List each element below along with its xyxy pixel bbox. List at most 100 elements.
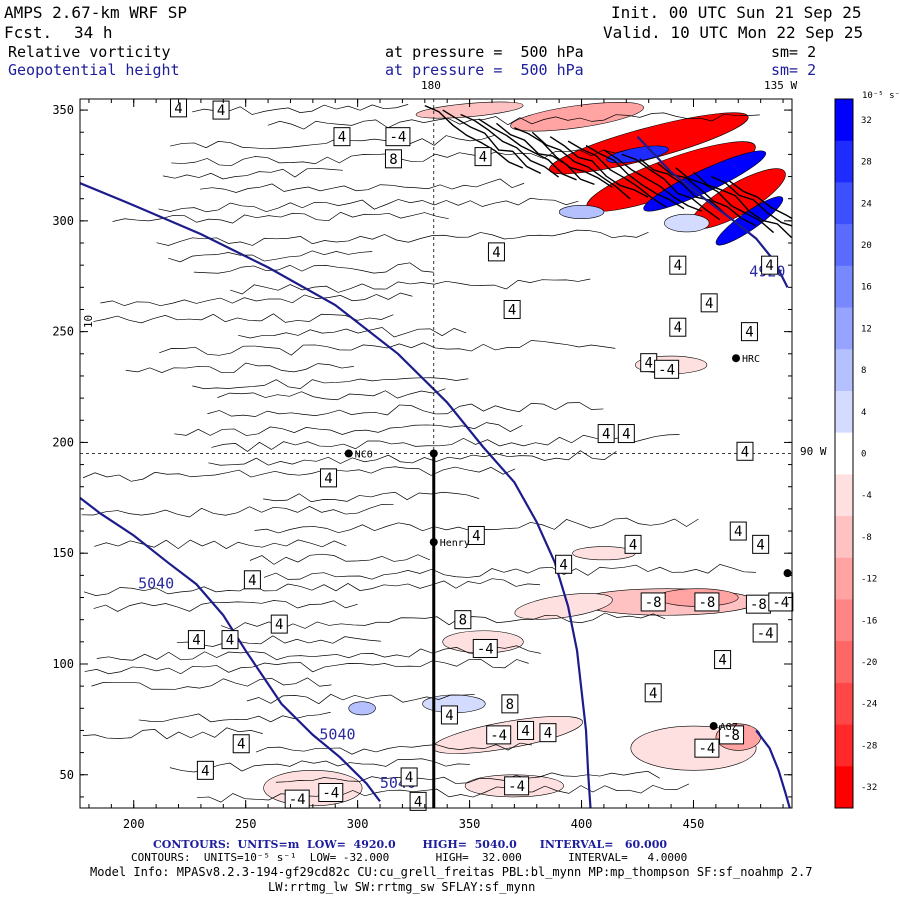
- x-tick-label: 200: [123, 817, 145, 831]
- vorticity-label: 4: [756, 537, 764, 553]
- y-tick-label: 150: [52, 546, 74, 560]
- vorticity-label-box: [196, 760, 214, 780]
- vorticity-label-box: [384, 149, 402, 169]
- vorticity-label-box: [700, 293, 718, 313]
- x-tick-label: 350: [459, 817, 481, 831]
- colorbar-tick-label: 20: [861, 241, 872, 251]
- vorticity-patch: [643, 150, 767, 212]
- colorbar-swatch: [835, 682, 853, 726]
- vorticity-label-box: [472, 638, 498, 658]
- colorbar-tick-label: -20: [861, 658, 877, 668]
- colorbar-swatch: [835, 432, 853, 475]
- station-marker: [783, 569, 792, 578]
- vorticity-contour: [162, 168, 343, 180]
- vorticity-contour: [263, 563, 756, 580]
- colorbar-swatch: [835, 516, 853, 559]
- colorbar-tick-label: 8: [861, 366, 866, 376]
- colorbar-tick-label: 24: [861, 199, 872, 209]
- vorticity-label: -8: [698, 595, 715, 611]
- colorbar-tick-label: -32: [861, 783, 877, 793]
- vorticity-label: 8: [389, 152, 397, 168]
- field2-level: at pressure = 500 hPa: [385, 61, 584, 79]
- vorticity-contour: [549, 136, 649, 198]
- vorticity-label-box: [320, 468, 338, 488]
- station-label: Henry: [440, 538, 470, 549]
- vorticity-label-box: [400, 767, 418, 787]
- vorticity-map: 5040504050404920 44-448444444444-4444444…: [52, 98, 877, 831]
- vorticity-contour: [93, 600, 358, 612]
- vorticity-contour: [82, 727, 263, 740]
- colorbar-tick-label: 0: [861, 450, 866, 460]
- colorbar-tick-label: -16: [861, 616, 877, 626]
- vorticity-label-box: [318, 782, 344, 802]
- vorticity-label-box: [719, 725, 745, 745]
- station-label: HRC: [742, 354, 760, 365]
- vorticity-patch: [348, 701, 376, 716]
- vorticity-contour: [93, 313, 394, 324]
- vorticity-label-box: [539, 723, 557, 743]
- vorticity-contour: [100, 292, 413, 307]
- vorticity-label: 4: [217, 103, 225, 119]
- field1-name: Relative vorticity: [8, 43, 171, 61]
- vorticity-label: 4: [508, 302, 516, 318]
- colorbar-tick-label: 28: [861, 158, 872, 168]
- vorticity-contour: [514, 127, 613, 188]
- vorticity-label-box: [644, 683, 662, 703]
- vorticity-contour: [169, 758, 470, 773]
- vorticity-label-box: [409, 791, 427, 811]
- vorticity-label-box: [467, 525, 485, 545]
- vorticity-label: 4: [602, 427, 610, 443]
- colorbar-swatch: [835, 557, 853, 600]
- vorticity-contour: [200, 178, 525, 193]
- vorticity-contour: [196, 783, 690, 803]
- field1-smoothing: sm= 2: [771, 43, 817, 61]
- vorticity-label: 4: [765, 258, 773, 274]
- vorticity-label: 4: [674, 258, 682, 274]
- vorticity-contour: [82, 466, 516, 482]
- vorticity-contour: [275, 770, 660, 784]
- vorticity-contour: [230, 278, 591, 295]
- vorticity-label: 4: [674, 320, 682, 336]
- vorticity-label: 4: [644, 356, 652, 372]
- x-tick-label: 300: [347, 817, 369, 831]
- vorticity-patch: [510, 102, 644, 132]
- geopotential-contour: [755, 729, 791, 808]
- vorticity-label-box: [440, 705, 458, 725]
- vorticity-label: 4: [718, 653, 726, 669]
- vorticity-label-box: [669, 317, 687, 337]
- vorticity-label: -8: [723, 728, 740, 744]
- vorticity-label: 4: [324, 471, 332, 487]
- station-marker: [344, 449, 353, 458]
- vorticity-contour: [207, 402, 604, 417]
- vorticity-label: 4: [705, 296, 713, 312]
- vorticity-label-box: [694, 738, 720, 758]
- vorticity-label-box: [474, 147, 492, 167]
- vorticity-label: 4: [237, 737, 245, 753]
- vorticity-contour: [442, 109, 542, 174]
- colorbar-swatch: [835, 182, 853, 225]
- vorticity-contour: [170, 135, 495, 150]
- vorticity-label: -4: [658, 362, 675, 378]
- vorticity-contour: [238, 327, 467, 339]
- vorticity-label: -4: [322, 785, 339, 801]
- colorbar-swatch: [835, 390, 853, 434]
- colorbar-tick-label: 32: [861, 116, 872, 126]
- vorticity-label-box: [597, 424, 615, 444]
- vorticity-label-box: [487, 242, 505, 262]
- vorticity-label: 4: [248, 573, 256, 589]
- vorticity-label-box: [486, 725, 512, 745]
- vorticity-contour: [112, 211, 449, 224]
- lon-label-180: 180: [421, 79, 441, 92]
- y-tick-label: 250: [52, 325, 74, 339]
- colorbar-tick-label: -28: [861, 741, 877, 751]
- footer-vorticity-contours: CONTOURS: UNITS=10⁻⁵ s⁻¹ LOW= -32.000 HI…: [131, 851, 688, 864]
- vorticity-contour: [621, 153, 721, 221]
- vorticity-contour: [81, 504, 394, 518]
- vorticity-label: 4: [472, 528, 480, 544]
- x-tick-label: 250: [235, 817, 257, 831]
- vorticity-label-box: [752, 623, 778, 643]
- vorticity-contour: [125, 362, 354, 374]
- vorticity-label-box: [761, 255, 779, 275]
- vorticity-contour: [711, 175, 792, 227]
- vorticity-contour: [603, 149, 703, 212]
